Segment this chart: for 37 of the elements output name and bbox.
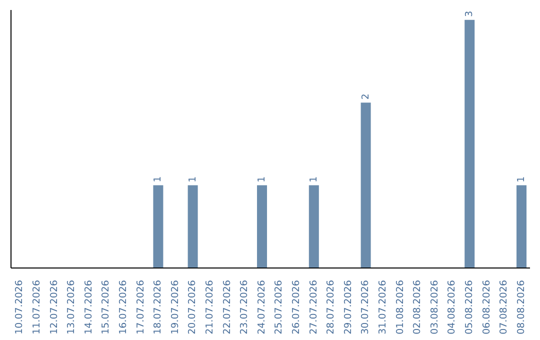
x-tick-label: 08.08.2026 [516,280,527,334]
x-tick-label: 24.07.2026 [256,280,268,334]
x-tick-label: 30.07.2026 [360,280,372,334]
x-tick-label: 01.08.2026 [394,280,406,334]
x-tick-label: 07.08.2026 [498,280,510,334]
x-tick-label: 03.08.2026 [429,280,440,334]
x-tick-label: 12.07.2026 [48,280,60,334]
x-tick-label: 14.07.2026 [83,280,94,334]
x-tick-label: 21.07.2026 [204,280,216,334]
data-label: 1 [308,176,320,182]
x-tick-label: 26.07.2026 [290,280,302,334]
x-tick-label: 29.07.2026 [342,280,354,334]
data-label: 1 [256,176,268,182]
x-tick-label: 16.07.2026 [118,280,129,334]
data-label: 1 [516,176,528,182]
x-tick-label: 04.08.2026 [446,280,458,334]
x-tick-label: 10.07.2026 [14,280,26,334]
data-label: 3 [464,10,476,17]
x-tick-label: 17.07.2026 [135,280,146,334]
x-tick-label: 13.07.2026 [66,280,78,334]
data-label: 1 [187,176,198,182]
x-tick-label: 25.07.2026 [274,280,285,334]
data-label: 1 [152,176,164,182]
x-tick-label: 28.07.2026 [326,280,337,334]
x-tick-label: 22.07.2026 [222,280,233,334]
x-tick-label: 15.07.2026 [100,280,112,334]
x-tick-label: 18.07.2026 [152,280,164,334]
x-tick-label: 19.07.2026 [170,280,181,334]
data-label: 2 [360,94,372,100]
x-tick-label: 05.08.2026 [464,280,475,334]
x-tick-label: 20.07.2026 [187,280,198,334]
x-tick-label: 23.07.2026 [239,280,250,334]
x-tick-label: 31.07.2026 [377,280,388,334]
x-tick-label: 27.07.2026 [308,280,320,334]
x-tick-label: 06.08.2026 [481,280,492,334]
x-tick-label: 02.08.2026 [412,280,424,334]
x-tick-label: 11.07.2026 [31,280,42,334]
